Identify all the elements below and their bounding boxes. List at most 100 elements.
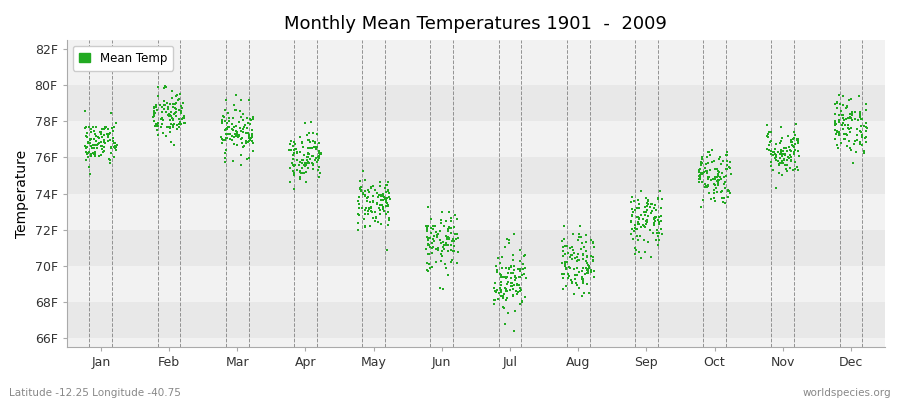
Point xyxy=(429,232,444,238)
Point xyxy=(238,143,252,149)
Point xyxy=(162,124,176,130)
Point xyxy=(314,151,328,157)
Point xyxy=(706,186,721,193)
Point xyxy=(710,174,724,181)
Point xyxy=(150,121,165,127)
Point xyxy=(229,123,243,129)
Point xyxy=(647,214,662,220)
Point xyxy=(571,251,585,258)
Point xyxy=(562,264,576,270)
Point xyxy=(100,131,114,137)
Point xyxy=(507,267,521,273)
Point xyxy=(505,293,519,300)
Point xyxy=(362,206,376,212)
Point xyxy=(308,139,322,145)
Point xyxy=(93,129,107,135)
Point xyxy=(704,176,718,183)
Point xyxy=(230,134,245,141)
Point xyxy=(701,174,716,180)
Point xyxy=(381,209,395,215)
Point xyxy=(166,121,181,127)
Point xyxy=(840,103,854,109)
Point xyxy=(94,131,108,137)
Point xyxy=(441,248,455,254)
Point xyxy=(624,199,638,205)
Point xyxy=(371,194,385,200)
Point xyxy=(646,205,661,211)
Point xyxy=(495,304,509,310)
Point xyxy=(158,83,172,90)
Point xyxy=(236,126,250,132)
Point xyxy=(711,177,725,184)
Point xyxy=(285,143,300,150)
Point xyxy=(698,184,712,190)
Point xyxy=(79,134,94,140)
Point xyxy=(90,144,104,151)
Point xyxy=(296,157,310,164)
Point xyxy=(226,115,240,122)
Point xyxy=(351,194,365,200)
Point xyxy=(364,204,378,211)
Point xyxy=(704,196,718,203)
Point xyxy=(709,166,724,172)
Point xyxy=(170,92,184,98)
Point xyxy=(698,164,713,171)
Point xyxy=(579,248,593,255)
Point xyxy=(832,112,846,118)
Point xyxy=(494,274,508,280)
Point xyxy=(361,187,375,193)
Point xyxy=(853,109,868,115)
Point xyxy=(94,152,109,158)
Point xyxy=(218,159,232,165)
Point xyxy=(376,206,391,212)
Point xyxy=(301,151,315,157)
Point xyxy=(830,98,844,105)
Point xyxy=(584,252,598,259)
Point xyxy=(293,169,308,175)
Point xyxy=(216,113,230,120)
Point xyxy=(786,136,800,142)
Point xyxy=(351,211,365,218)
Point xyxy=(632,214,646,221)
Point xyxy=(700,184,715,190)
Point xyxy=(787,143,801,149)
Point xyxy=(509,290,524,297)
Point xyxy=(700,168,715,175)
Point xyxy=(419,260,434,266)
Point xyxy=(784,157,798,164)
Point xyxy=(828,118,842,124)
Point xyxy=(712,168,726,175)
Point xyxy=(779,148,794,154)
Point xyxy=(790,136,805,142)
Point xyxy=(149,107,164,114)
Point xyxy=(775,158,789,165)
Point xyxy=(246,148,260,154)
Point xyxy=(220,135,234,141)
Point xyxy=(293,170,308,176)
Point xyxy=(78,108,93,114)
Point xyxy=(784,154,798,160)
Point xyxy=(855,116,869,122)
Point xyxy=(502,240,517,246)
Point xyxy=(94,139,109,145)
Point xyxy=(790,164,805,170)
Point xyxy=(97,144,112,150)
Point xyxy=(631,221,645,228)
Point xyxy=(640,203,654,210)
Point xyxy=(168,108,183,115)
Point xyxy=(571,236,585,243)
Point xyxy=(434,217,448,223)
Point xyxy=(780,133,795,139)
Point xyxy=(312,148,327,155)
Point xyxy=(83,140,97,146)
Point xyxy=(708,185,723,192)
Point xyxy=(238,122,253,129)
Point xyxy=(164,113,178,119)
Point xyxy=(378,199,392,206)
Point xyxy=(841,115,855,121)
Point xyxy=(375,192,390,198)
Point xyxy=(495,254,509,260)
Point xyxy=(426,245,440,251)
Point xyxy=(631,200,645,207)
Point xyxy=(148,110,163,116)
